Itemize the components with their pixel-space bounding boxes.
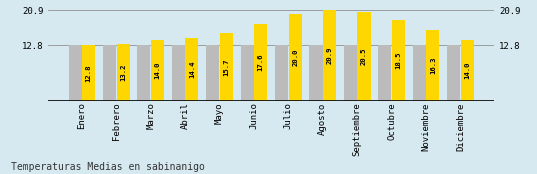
- Bar: [206, 45, 219, 101]
- Bar: [151, 40, 164, 101]
- Text: 13.2: 13.2: [120, 64, 126, 81]
- Bar: [344, 45, 357, 101]
- Text: 15.7: 15.7: [223, 58, 229, 76]
- Text: 14.0: 14.0: [155, 62, 161, 79]
- Bar: [275, 45, 288, 101]
- Bar: [103, 45, 116, 101]
- Bar: [185, 38, 199, 101]
- Bar: [378, 45, 391, 101]
- Bar: [172, 45, 185, 101]
- Text: 16.3: 16.3: [430, 57, 436, 74]
- Bar: [82, 45, 95, 101]
- Text: 18.5: 18.5: [395, 52, 402, 69]
- Bar: [309, 45, 323, 101]
- Text: 20.9: 20.9: [326, 47, 332, 64]
- Text: Temperaturas Medias en sabinanigo: Temperaturas Medias en sabinanigo: [11, 162, 205, 172]
- Bar: [461, 40, 474, 101]
- Text: 20.5: 20.5: [361, 48, 367, 65]
- Bar: [413, 45, 426, 101]
- Text: 14.4: 14.4: [189, 61, 195, 78]
- Bar: [447, 45, 460, 101]
- Bar: [426, 30, 439, 101]
- Bar: [137, 45, 150, 101]
- Bar: [254, 24, 267, 101]
- Bar: [220, 33, 233, 101]
- Bar: [289, 14, 302, 101]
- Bar: [117, 44, 129, 101]
- Bar: [392, 20, 405, 101]
- Bar: [241, 45, 253, 101]
- Text: 14.0: 14.0: [465, 62, 470, 79]
- Bar: [323, 10, 336, 101]
- Bar: [69, 45, 82, 101]
- Text: 17.6: 17.6: [258, 54, 264, 71]
- Text: 20.0: 20.0: [292, 49, 298, 66]
- Bar: [358, 12, 371, 101]
- Text: 12.8: 12.8: [86, 64, 92, 82]
